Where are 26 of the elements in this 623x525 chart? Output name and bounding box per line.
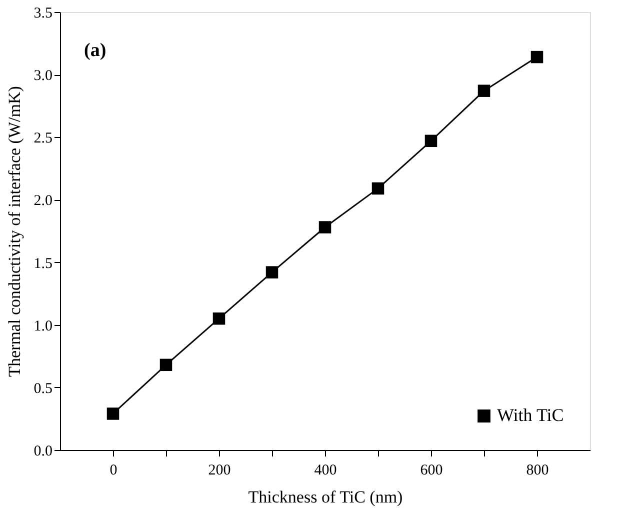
point (424, 134, 438, 148)
y-tick-label: 1.5 (34, 256, 52, 272)
point (318, 221, 332, 234)
x-tick-label: 200 (208, 462, 231, 478)
y-tick-label: 0.0 (34, 444, 52, 460)
point (372, 182, 384, 195)
y-tick-label: 2.5 (34, 130, 52, 147)
point (106, 408, 120, 420)
y-tick-label: 2.0 (34, 193, 52, 210)
y-tick-label: 0.5 (34, 380, 52, 397)
point (530, 50, 544, 64)
point (212, 312, 226, 325)
x-axis-title: Thickness of TiC (nm) (248, 488, 403, 506)
y-tick-label: 3.5 (34, 6, 52, 22)
y-axis-title: Thermal conductivity of interface (W/mK) (4, 86, 24, 377)
point (478, 84, 490, 97)
legend-label: With TiC (497, 405, 564, 425)
y-tick-label: 3.0 (34, 68, 52, 84)
annotation: (a) (84, 40, 106, 61)
x-tick-label: 600 (420, 462, 443, 478)
x-tick-label: 400 (314, 462, 337, 478)
y-tick-label: 1.0 (34, 318, 52, 334)
x-tick-label: 0 (110, 462, 118, 478)
x-tick-label: 800 (526, 462, 549, 478)
point (160, 358, 172, 372)
point (266, 266, 278, 278)
